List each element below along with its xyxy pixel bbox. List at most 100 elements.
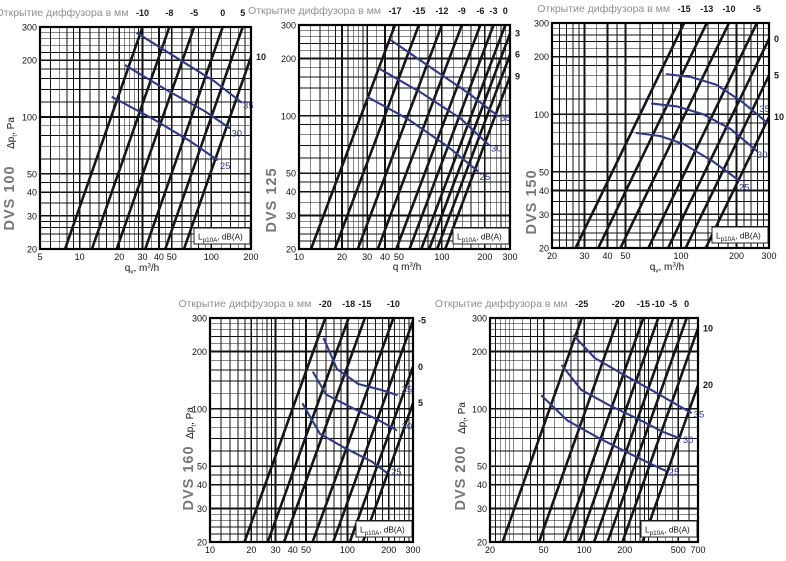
opening-line: [311, 318, 395, 542]
plot-border: [488, 316, 700, 544]
opening-line: [266, 318, 350, 542]
noise-curve-30: [651, 102, 759, 153]
opening-line: [444, 72, 510, 249]
noise-curve-30: [124, 63, 231, 130]
chart-svg-dvs-125: Lp10A, dB(A) 35 30 25 -17 -15 -12 -9 -6 -3 0 3 6 9 Отк…: [248, 5, 520, 273]
opening-line: [606, 318, 688, 542]
noise-curve-25: [366, 95, 479, 173]
chart-title: Открытие диффузора в мм: [178, 298, 311, 310]
opening-label: -5: [190, 8, 198, 18]
opening-label: 3: [515, 29, 520, 39]
x-tick-label: 20: [246, 545, 256, 555]
x-tick-label: 200: [381, 545, 396, 555]
grid-major: [39, 26, 252, 250]
opening-line: [574, 23, 686, 248]
opening-label: 6: [515, 50, 520, 60]
x-tick-label: 20: [485, 545, 495, 555]
x-tick-label: 700: [690, 545, 705, 555]
noise-curve-30: [311, 371, 398, 432]
chart-svg-dvs-150: Lp10A, dB(A) 35 30 25 -15 -13 -10 -5 0 5 10 Открыти…: [524, 3, 784, 274]
noise-curve-label: 30: [491, 144, 502, 155]
noise-curve-35: [390, 39, 500, 118]
x-tick-label: 200: [729, 251, 744, 261]
x-tick-label: 500: [671, 545, 686, 555]
noise-curve-label: 25: [220, 161, 231, 172]
noise-curve-label: 25: [669, 467, 680, 478]
model-label: DVS 100: [2, 165, 18, 230]
y-tick-label: 50: [197, 462, 207, 472]
opening-line: [537, 318, 620, 542]
x-tick-label: 100: [577, 545, 592, 555]
x-tick-label: 20: [547, 251, 557, 261]
opening-line: [356, 25, 444, 249]
x-tick-label: 10: [75, 252, 85, 262]
noise-unit-box: Lp10A, dB(A): [711, 226, 769, 244]
noise-curve-label: 35: [243, 101, 254, 112]
y-tick-label: 200: [534, 52, 549, 62]
opening-label: -15: [358, 299, 371, 309]
chart-title: Открытие диффузора в мм: [0, 7, 128, 19]
opening-line: [420, 25, 507, 249]
noise-unit-label: Lp10A, dB(A): [716, 232, 761, 243]
opening-label: -15: [678, 4, 691, 14]
y-axis-label: Δpt, Pa: [185, 407, 197, 439]
opening-line: [90, 27, 171, 249]
opening-label: 0: [774, 34, 779, 44]
noise-unit-label: Lp10A, dB(A): [198, 233, 243, 244]
noise-curve-35: [665, 73, 769, 124]
opening-label: -20: [612, 299, 625, 309]
y-tick-label: 20: [197, 538, 207, 548]
opening-line: [619, 23, 731, 248]
plot-border: [550, 21, 771, 250]
noise-curve-label: 30: [683, 435, 694, 446]
opening-label: 5: [240, 8, 245, 18]
noise-curves: [635, 73, 769, 182]
model-label: DVS 160: [181, 445, 197, 510]
opening-label: -5: [753, 4, 761, 14]
x-tick-label: 40: [288, 545, 298, 555]
model-label: DVS 150: [524, 169, 540, 234]
y-tick-label: 50: [286, 169, 296, 179]
y-tick-label: 50: [477, 462, 487, 472]
noise-curve-30: [377, 67, 491, 147]
x-tick-label: 300: [502, 252, 517, 262]
noise-curves: [366, 39, 500, 173]
opening-line: [348, 362, 413, 542]
y-tick-label: 30: [286, 211, 296, 221]
opening-lines: [63, 27, 251, 249]
opening-line: [164, 27, 244, 249]
noise-unit-label: Lp10A, dB(A): [457, 233, 502, 244]
opening-line: [333, 25, 421, 249]
noise-unit-box: Lp10A, dB(A): [355, 520, 413, 538]
x-tick-label: 50: [394, 252, 404, 262]
noise-curves: [540, 334, 693, 473]
noise-unit-box: Lp10A, dB(A): [640, 520, 698, 538]
opening-label: 10: [774, 112, 784, 122]
y-tick-label: 40: [27, 188, 37, 198]
noise-curve-25: [301, 402, 388, 474]
chart-dvs-200: Lp10A, dB(A) 35 30 25 -25 -20 -15 -10 -5 0 10 20 Отк…: [435, 295, 786, 561]
noise-curve-35: [572, 334, 693, 415]
noise-curve-label: 30: [402, 421, 413, 432]
y-tick-label: 20: [477, 538, 487, 548]
y-tick-label: 100: [22, 113, 37, 123]
x-tick-label: 30: [362, 252, 372, 262]
y-tick-label: 30: [477, 504, 487, 514]
noise-curve-label: 35: [402, 384, 413, 395]
noise-curve-label: 25: [739, 182, 750, 193]
y-tick-label: 300: [281, 21, 296, 31]
chart-title: Открытие диффузора в мм: [435, 298, 568, 310]
opening-label: -3: [490, 6, 498, 16]
y-tick-label: 100: [192, 404, 207, 414]
x-tick-label: 30: [271, 545, 281, 555]
chart-dvs-125: Lp10A, dB(A) 35 30 25 -17 -15 -12 -9 -6 -3 0 3 6 9 Отк…: [248, 0, 524, 285]
opening-lines: [309, 25, 510, 249]
opening-line: [501, 318, 583, 542]
noise-curve-label: 30: [231, 128, 242, 139]
opening-lines: [243, 318, 413, 542]
x-tick-label: 30: [137, 252, 147, 262]
y-tick-label: 100: [534, 110, 549, 120]
x-axis-label: q m3/h: [393, 262, 422, 273]
opening-line: [376, 25, 464, 249]
opening-label: -15: [637, 299, 650, 309]
